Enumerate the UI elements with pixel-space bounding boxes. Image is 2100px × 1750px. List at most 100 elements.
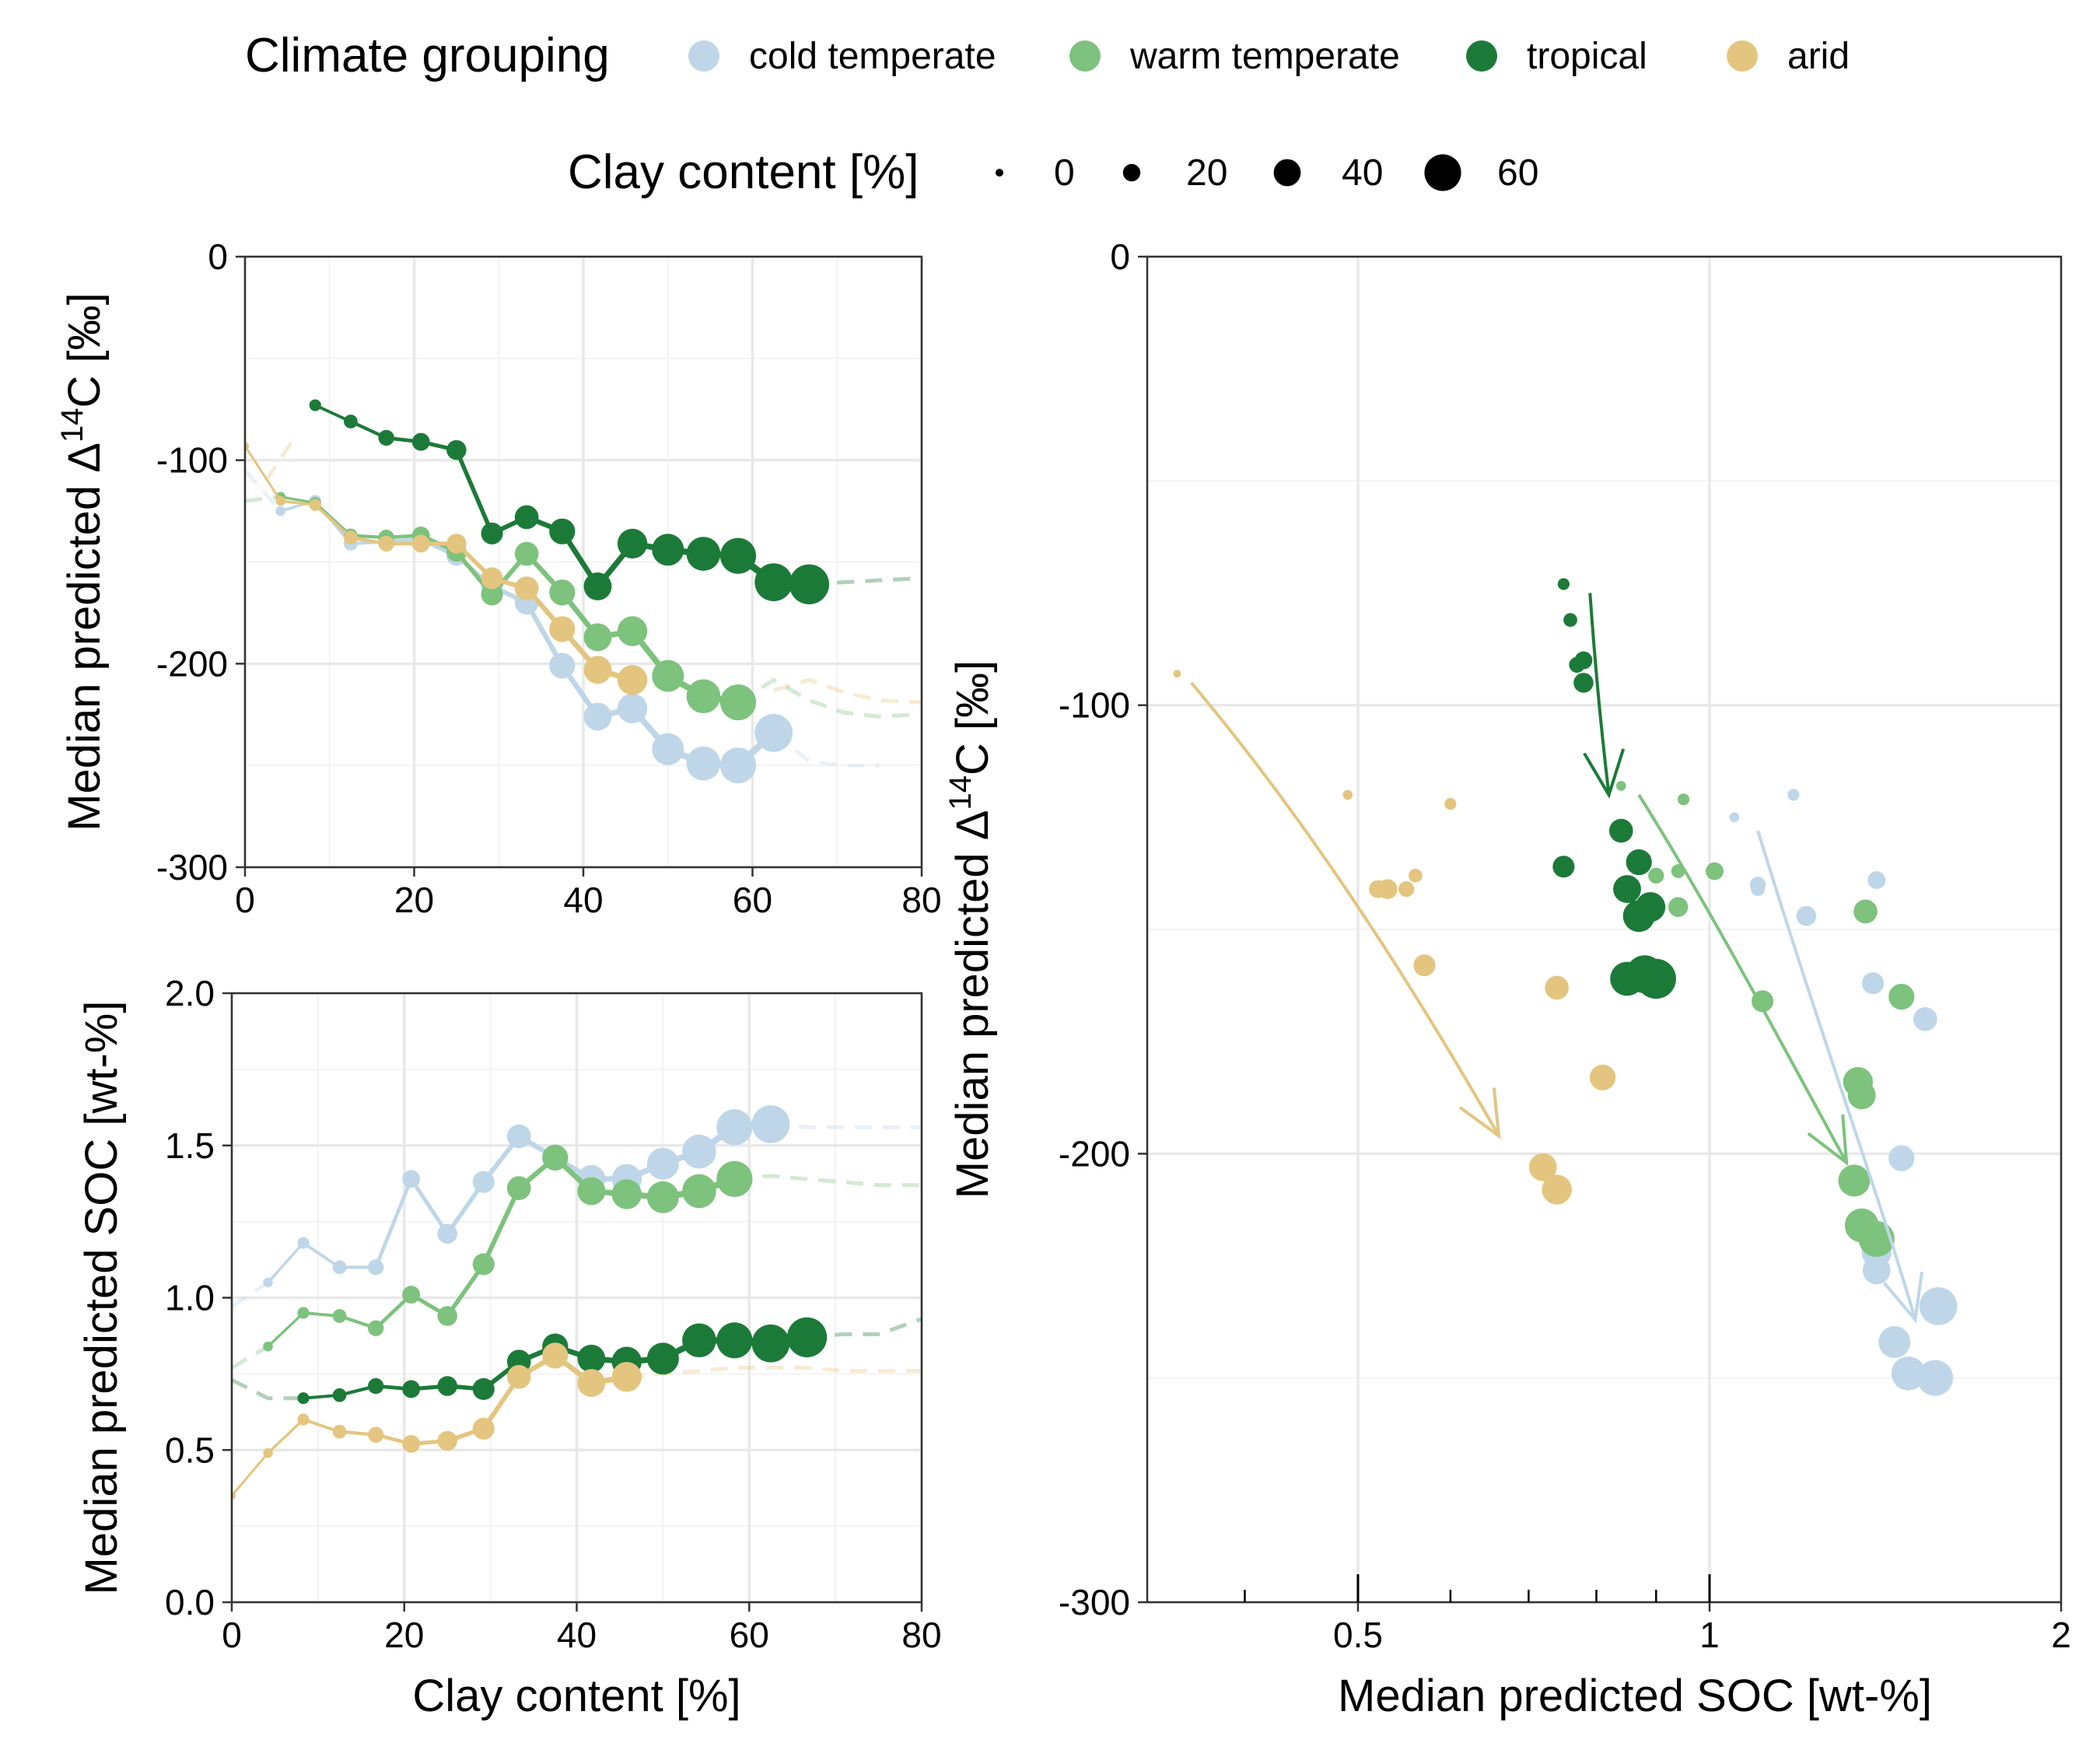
series-tail-warm-temperate <box>737 677 914 719</box>
y-tick-label: 0 <box>208 236 228 277</box>
scatter-point-arid <box>1542 1174 1572 1205</box>
x-tick-label: 40 <box>563 880 603 920</box>
scatter-point-arid <box>1528 1153 1557 1181</box>
series-line-cold-temperate <box>302 1241 341 1269</box>
data-point-warm-temperate <box>472 1253 495 1276</box>
data-point-arid <box>583 656 612 684</box>
data-point-tropical <box>786 1317 828 1358</box>
scatter-point-cold-temperate <box>1916 1360 1954 1396</box>
series-tail-cold-temperate <box>770 1122 922 1129</box>
scatter-point-arid <box>1377 879 1398 899</box>
scatter-point-tropical <box>1557 578 1570 590</box>
y-tick-label: -200 <box>156 643 228 684</box>
size-legend: Clay content [%] 0 20 40 60 <box>568 145 1538 199</box>
legend-label-cold-temperate: cold temperate <box>749 36 996 77</box>
data-point-arid <box>275 495 285 506</box>
scatter-point-cold-temperate <box>1888 1145 1915 1171</box>
data-point-cold-temperate <box>367 1259 384 1276</box>
data-point-warm-temperate <box>402 1286 421 1304</box>
data-point-tropical <box>617 528 648 559</box>
scatter-point-tropical <box>1608 818 1633 843</box>
series-tail-warm-temperate <box>232 1344 269 1370</box>
data-point-arid <box>332 1424 347 1439</box>
plot-area <box>245 399 922 784</box>
data-point-cold-temperate <box>275 506 285 516</box>
scatter-point-cold-temperate <box>1729 812 1740 823</box>
scatter-point-tropical <box>1574 651 1593 670</box>
data-point-warm-temperate <box>716 1160 753 1197</box>
data-point-warm-temperate <box>481 583 503 606</box>
x-tick-label: 1 <box>1699 1615 1720 1655</box>
data-point-warm-temperate <box>577 1177 606 1206</box>
scatter-point-cold-temperate <box>1861 972 1885 995</box>
data-point-cold-temperate <box>719 747 757 784</box>
trend-arrowhead-warm-temperate <box>1807 1114 1849 1167</box>
data-point-tropical <box>344 415 358 429</box>
data-point-arid <box>549 616 576 642</box>
scatter-point-cold-temperate <box>1891 1356 1926 1391</box>
size-legend-dot-60 <box>1424 154 1461 191</box>
data-point-warm-temperate <box>549 579 576 606</box>
data-point-warm-temperate <box>297 1307 310 1319</box>
scatter-point-cold-temperate <box>1787 789 1800 801</box>
scatter-point-arid <box>1545 975 1569 1000</box>
data-point-cold-temperate <box>263 1277 273 1288</box>
x-tick-label: 80 <box>901 1615 941 1655</box>
scatter-point-warm-temperate <box>1677 793 1690 806</box>
scatter-point-cold-temperate <box>1867 871 1886 890</box>
scatter-point-warm-temperate <box>1838 1164 1871 1197</box>
x-tick-label: 60 <box>733 880 772 920</box>
size-legend-dot-40 <box>1273 159 1301 187</box>
data-point-tropical <box>686 537 721 571</box>
series-line-tropical <box>454 447 495 536</box>
x-tick-label: 60 <box>730 1615 769 1655</box>
data-point-arid <box>542 1342 569 1369</box>
data-point-warm-temperate <box>719 684 757 721</box>
data-point-warm-temperate <box>263 1341 273 1352</box>
data-point-warm-temperate <box>646 1181 679 1213</box>
legend-swatch-cold-temperate <box>688 40 719 72</box>
data-point-warm-temperate <box>542 1144 569 1171</box>
series-tail-cold-temperate <box>772 731 880 768</box>
x-axis-title: Median predicted SOC [wt-%] <box>1338 1671 1932 1721</box>
data-point-tropical <box>789 564 830 604</box>
plot-area <box>232 1104 922 1500</box>
color-legend: Climate grouping cold temperate warm temp… <box>245 29 1850 82</box>
data-point-warm-temperate <box>437 1306 457 1326</box>
y-tick-label: -300 <box>1059 1582 1130 1622</box>
data-point-arid <box>437 1430 457 1451</box>
y-tick-label: -100 <box>1059 685 1130 726</box>
x-tick-label: 20 <box>384 1615 424 1655</box>
data-point-arid <box>617 665 648 695</box>
trend-arrowhead-tropical <box>1583 748 1626 799</box>
data-point-tropical <box>472 1377 495 1401</box>
data-point-cold-temperate <box>686 746 721 781</box>
scatter-point-warm-temperate <box>1615 781 1626 791</box>
panel-soc-vs-clay: 0 20 40 60 80 0.0 0.5 1.0 1.5 2.0 Median predicted… <box>76 973 942 1721</box>
series-line-warm-temperate <box>481 1185 522 1267</box>
data-point-tropical <box>514 505 539 530</box>
data-point-arid <box>263 1447 273 1458</box>
size-legend-label-20: 20 <box>1186 152 1227 194</box>
data-point-warm-temperate <box>367 1320 384 1336</box>
scatter-point-tropical <box>1622 900 1655 933</box>
trend-arrow-tropical <box>1588 593 1611 796</box>
scatter-point-warm-temperate <box>1858 1220 1895 1257</box>
data-point-cold-temperate <box>646 1147 679 1180</box>
scatter-point-arid <box>1398 880 1415 898</box>
data-point-arid <box>411 534 430 553</box>
scatter-point-cold-temperate <box>1796 905 1817 926</box>
scatter-point-arid <box>1408 868 1423 883</box>
scatter-point-tropical <box>1613 875 1641 904</box>
size-legend-label-40: 40 <box>1342 152 1383 194</box>
data-point-warm-temperate <box>611 1179 642 1209</box>
y-tick-label: 0 <box>1110 236 1130 277</box>
data-point-cold-temperate <box>716 1109 753 1146</box>
data-point-tropical <box>716 1322 753 1359</box>
data-point-cold-temperate <box>754 713 793 752</box>
series-line-cold-temperate <box>409 1177 450 1236</box>
series-tail-arid <box>626 1366 922 1379</box>
data-point-tropical <box>583 572 612 600</box>
data-point-arid <box>514 576 539 600</box>
trend-arrow-warm-temperate <box>1637 793 1848 1164</box>
